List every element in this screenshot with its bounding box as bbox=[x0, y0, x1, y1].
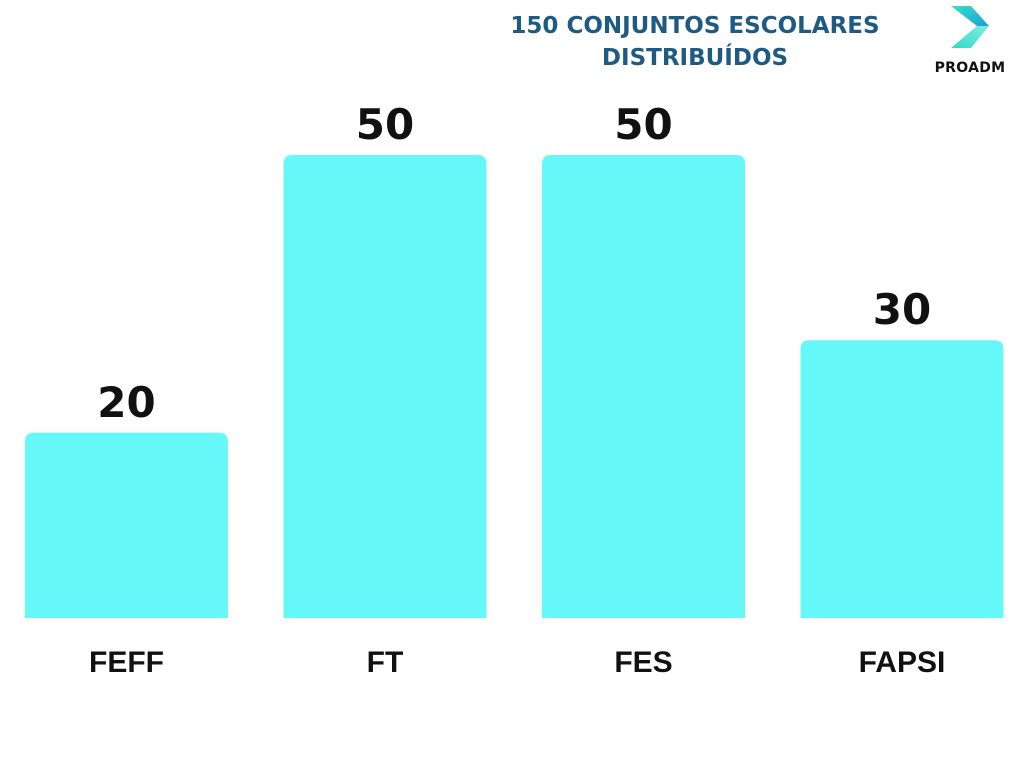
chart-title-line-2: DISTRIBUÍDOS bbox=[601, 45, 789, 71]
play-arrow-icon bbox=[951, 6, 989, 48]
category-label-ft: FT bbox=[367, 646, 404, 679]
data-label-fapsi: 30 bbox=[873, 285, 931, 334]
bar-feff bbox=[25, 432, 228, 618]
data-label-feff: 20 bbox=[97, 378, 155, 427]
bar-fapsi bbox=[800, 340, 1004, 618]
logo-text: PROADM bbox=[934, 60, 1006, 76]
chart-title: 150 CONJUNTOS ESCOLARES DISTRIBUÍDOS bbox=[470, 10, 920, 74]
bar-fes bbox=[542, 155, 745, 618]
bar-ft bbox=[283, 155, 487, 618]
category-label-fes: FES bbox=[614, 646, 672, 679]
chart-title-line-1: 150 CONJUNTOS ESCOLARES bbox=[510, 13, 880, 39]
data-label-ft: 50 bbox=[356, 100, 414, 149]
category-label-feff: FEFF bbox=[89, 646, 164, 679]
proadm-logo: PROADM bbox=[925, 0, 1015, 85]
data-label-fes: 50 bbox=[614, 100, 672, 149]
category-label-fapsi: FAPSI bbox=[859, 646, 946, 679]
